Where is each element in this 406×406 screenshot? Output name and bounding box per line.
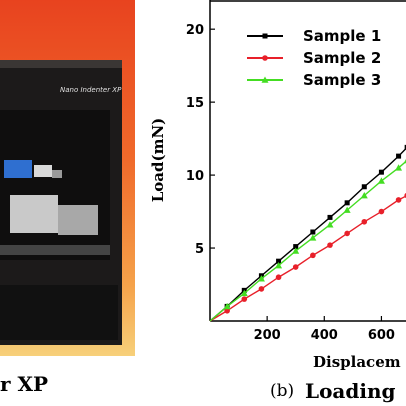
x-axis-title: Displacem: [313, 353, 401, 371]
series-2-point: [395, 197, 402, 203]
panel-title: Loading: [305, 379, 395, 403]
series-1-point: [361, 184, 367, 190]
series-3-point: [360, 192, 368, 199]
indenter-head-blue: [4, 160, 32, 178]
cabinet-top-edge: [0, 60, 122, 68]
series-1-point: [396, 153, 402, 159]
series-1-point: [327, 214, 333, 220]
plot-area: 5 10 15 20 200 400 600 Sample 1 Sample 2 Sample 3: [186, 0, 406, 343]
x-tick-label: 400: [311, 328, 338, 343]
panel-label: (b): [270, 381, 294, 401]
instrument-photo: Nano Indenter XP: [0, 0, 135, 356]
series-2-point: [327, 242, 333, 248]
y-tick-label: 5: [195, 242, 204, 257]
load-displacement-chart: 5 10 15 20 200 400 600 Sample 1 Sample 2 Sample 3…: [149, 0, 406, 403]
series-3-point: [240, 289, 248, 297]
series-2-point: [275, 274, 282, 281]
cabinet-lower: [0, 285, 118, 340]
series-3-point: [343, 206, 351, 213]
series-2-point: [224, 307, 230, 314]
series-1-line: [209, 147, 406, 322]
legend-series-1-label: Sample 1: [303, 27, 381, 45]
legend-series-3-label: Sample 3: [303, 71, 381, 89]
series-2-line: [209, 195, 406, 322]
series-2-point: [292, 264, 299, 270]
sample-chamber: [0, 110, 110, 260]
series-1-point: [344, 200, 350, 206]
series-3-point: [275, 262, 283, 269]
photo-caption: r XP: [0, 372, 49, 396]
series-1-point: [404, 144, 406, 150]
legend-series-2-marker: [262, 55, 268, 61]
series-1-point: [276, 258, 282, 264]
series-2-point: [258, 286, 265, 292]
y-tick-label: 20: [186, 23, 204, 38]
series-2-point: [241, 296, 248, 302]
series-3-point: [257, 275, 265, 282]
series-3-point: [403, 159, 406, 164]
series-1-point: [293, 244, 299, 250]
series-1-point: [310, 229, 316, 235]
series-2-point: [378, 208, 385, 215]
series-3-point: [292, 247, 300, 254]
series-2-point: [310, 252, 316, 259]
x-tick-label: 600: [368, 328, 395, 343]
y-tick-label: 15: [186, 96, 204, 111]
instrument-brand-label: Nano Indenter XP: [60, 86, 122, 94]
y-axis-title: Load(mN): [149, 118, 167, 203]
stage-mount: [58, 205, 98, 235]
indenter-tip: [52, 170, 62, 178]
series-3-point: [395, 164, 403, 171]
legend-series-2-label: Sample 2: [303, 49, 381, 67]
legend-series-1-marker: [262, 33, 268, 39]
series-3-point: [223, 302, 231, 310]
x-tick-label: 200: [254, 328, 281, 343]
series-2-point: [344, 230, 350, 237]
series-1-point: [378, 169, 384, 175]
stage-base: [0, 245, 110, 255]
series-2-point: [361, 218, 368, 225]
y-tick-label: 10: [186, 169, 204, 184]
instrument-illustration: Nano Indenter XP: [0, 60, 122, 345]
series-3-point: [309, 234, 317, 241]
series-3-point: [377, 177, 385, 184]
legend-series-3-marker: [261, 76, 269, 83]
sample-stage: [10, 195, 58, 233]
indenter-module: [34, 165, 52, 177]
series-3-line: [209, 160, 406, 322]
series-3-point: [326, 221, 334, 228]
